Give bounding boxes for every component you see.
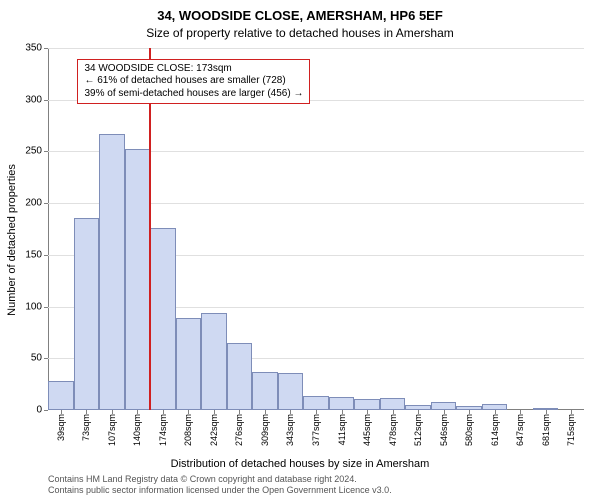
x-tick-label: 343sqm [285,414,295,446]
x-tick-label: 478sqm [388,414,398,446]
histogram-bar [99,134,125,410]
x-tick-label: 73sqm [81,414,91,441]
x-tick-label: 546sqm [439,414,449,446]
footnote-line2: Contains public sector information licen… [48,485,392,496]
y-tick-label: 50 [31,353,42,364]
x-tick-label: 208sqm [183,414,193,446]
y-axis-line [48,48,49,410]
histogram-bar [201,313,227,410]
y-tick-mark [44,255,48,256]
y-tick-label: 200 [25,198,42,209]
x-axis-label: Distribution of detached houses by size … [0,458,600,470]
y-tick-label: 250 [25,146,42,157]
gridline [48,48,584,49]
chart-root: 34, WOODSIDE CLOSE, AMERSHAM, HP6 5EF Si… [0,0,600,500]
x-tick-label: 681sqm [541,414,551,446]
x-tick-label: 614sqm [490,414,500,446]
y-tick-mark [44,100,48,101]
x-tick-label: 580sqm [464,414,474,446]
chart-title-sub: Size of property relative to detached ho… [0,26,600,40]
y-tick-mark [44,307,48,308]
y-tick-label: 150 [25,249,42,260]
footnote: Contains HM Land Registry data © Crown c… [48,474,392,496]
plot-area: 05010015020025030035039sqm73sqm107sqm140… [48,48,584,410]
y-tick-label: 100 [25,301,42,312]
histogram-bar [125,149,151,410]
histogram-bar [303,396,329,410]
histogram-bar [431,402,457,410]
y-tick-mark [44,203,48,204]
chart-title-main: 34, WOODSIDE CLOSE, AMERSHAM, HP6 5EF [0,8,600,23]
x-tick-label: 276sqm [234,414,244,446]
histogram-bar [252,372,278,410]
x-tick-label: 445sqm [362,414,372,446]
y-tick-mark [44,358,48,359]
histogram-bar [380,398,406,410]
histogram-bar [150,228,176,410]
histogram-bar [48,381,74,410]
y-tick-label: 0 [36,405,42,416]
histogram-bar [227,343,253,410]
x-tick-label: 309sqm [260,414,270,446]
x-tick-label: 512sqm [413,414,423,446]
footnote-line1: Contains HM Land Registry data © Crown c… [48,474,392,485]
x-tick-label: 107sqm [107,414,117,446]
histogram-bar [74,218,100,410]
x-tick-label: 647sqm [515,414,525,446]
histogram-bar [354,399,380,410]
annotation-line2: ← 61% of detached houses are smaller (72… [84,75,303,88]
annotation-line3: 39% of semi-detached houses are larger (… [84,88,303,101]
histogram-bar [176,318,202,410]
y-tick-label: 350 [25,43,42,54]
x-tick-label: 411sqm [337,414,347,445]
x-tick-label: 242sqm [209,414,219,446]
x-tick-label: 377sqm [311,414,321,446]
x-tick-label: 39sqm [56,414,66,441]
y-tick-mark [44,48,48,49]
y-axis-label: Number of detached properties [6,164,18,316]
y-tick-mark [44,151,48,152]
x-tick-label: 140sqm [132,414,142,446]
histogram-bar [278,373,304,410]
x-tick-label: 174sqm [158,414,168,446]
y-tick-mark [44,410,48,411]
annotation-line1: 34 WOODSIDE CLOSE: 173sqm [84,63,303,76]
x-tick-label: 715sqm [566,414,576,446]
y-tick-label: 300 [25,94,42,105]
histogram-bar [329,397,355,410]
annotation-box: 34 WOODSIDE CLOSE: 173sqm← 61% of detach… [77,59,310,105]
